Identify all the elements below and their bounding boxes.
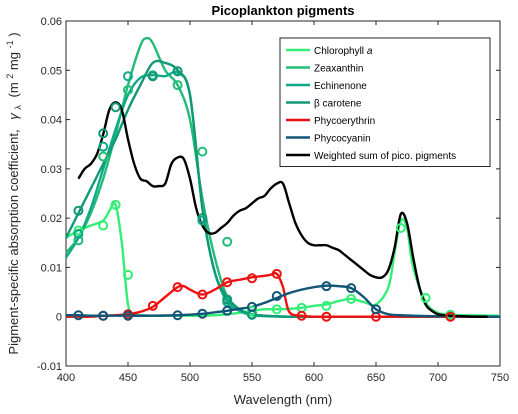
- legend-entry: Phycoerythrin: [286, 116, 375, 127]
- series-marker: [271, 304, 282, 315]
- y-axis-title-unit-exp1: 2: [5, 74, 15, 79]
- series-marker: [197, 213, 208, 224]
- series-marker: [172, 66, 183, 77]
- series-marker: [73, 235, 84, 246]
- series-marker: [98, 141, 109, 152]
- series-marker: [110, 199, 121, 210]
- series-line: [77, 101, 488, 318]
- y-axis-title-unit-exp2: -1: [5, 40, 15, 48]
- y-axis-title: Pigment-specific absorption coefficient,…: [1, 32, 24, 354]
- y-tick-label: 0.04: [41, 115, 62, 127]
- series-marker: [346, 283, 357, 294]
- series-marker: [98, 151, 109, 162]
- series-marker: [395, 223, 406, 233]
- series-marker: [420, 292, 431, 303]
- legend-label: Chlorophyll a: [314, 46, 373, 57]
- x-tick-label: 700: [429, 372, 447, 384]
- x-tick-label: 450: [119, 372, 137, 384]
- series-marker: [110, 102, 121, 113]
- series-marker: [172, 282, 183, 293]
- series-marker: [98, 220, 109, 231]
- series-marker: [321, 300, 332, 311]
- series-marker: [147, 300, 158, 311]
- y-axis-title-symbol: γ: [6, 112, 21, 120]
- legend-label: β carotene: [314, 99, 362, 110]
- series-marker: [73, 205, 84, 216]
- series-lines: [64, 36, 501, 318]
- legend-entry: Weighted sum of pico. pigments: [286, 151, 456, 162]
- legend-label: Echinenone: [314, 81, 367, 92]
- series-line: [65, 284, 501, 318]
- y-axis-ticks: -0.01 0 0.01 0.02 0.03 0.04 0.05 0.06: [37, 16, 500, 373]
- series-marker: [123, 310, 133, 321]
- series-marker: [147, 71, 158, 82]
- series-marker: [172, 310, 183, 321]
- y-tick-label: 0.02: [41, 213, 62, 225]
- y-tick-label: 0.01: [41, 262, 62, 274]
- series-marker: [222, 294, 233, 305]
- x-tick-label: 500: [181, 372, 199, 384]
- series-marker: [123, 71, 133, 82]
- chart-title: Picoplankton pigments: [211, 3, 354, 18]
- series-marker: [73, 225, 84, 236]
- x-tick-label: 550: [243, 372, 261, 384]
- series-marker: [247, 305, 257, 316]
- legend-entry: β carotene: [286, 99, 362, 110]
- y-axis-title-main: Pigment-specific absorption coefficient,: [6, 129, 21, 354]
- series-marker: [197, 289, 208, 300]
- y-axis-title-unit: (m: [6, 82, 21, 97]
- y-tick-label: 0.06: [41, 16, 62, 28]
- legend-entry: Phycocyanin: [286, 134, 371, 145]
- series-marker: [371, 304, 381, 315]
- y-tick-label: -0.01: [37, 361, 62, 373]
- series-marker: [98, 128, 109, 139]
- series-marker: [222, 305, 233, 316]
- y-axis-title-unit-end: ): [6, 32, 21, 36]
- legend-entry: Chlorophyll a: [286, 46, 373, 57]
- series-marker: [123, 269, 133, 280]
- series-marker: [247, 301, 257, 312]
- y-axis-title-subscript: λ: [13, 105, 23, 110]
- series-marker: [321, 311, 332, 322]
- legend-entries: Chlorophyll a Zeaxanthin Echinenone β carot…: [286, 46, 456, 162]
- series-marker: [98, 310, 109, 321]
- series-marker: [73, 310, 84, 321]
- legend-box: [279, 37, 491, 167]
- x-tick-label: 600: [305, 372, 323, 384]
- series-marker: [296, 310, 307, 321]
- series-marker: [197, 146, 208, 157]
- x-axis-ticks: 400 450 500 550 600 650 700 750: [57, 21, 509, 384]
- series-marker: [346, 293, 357, 304]
- series-marker: [271, 291, 282, 302]
- x-tick-label: 750: [491, 372, 509, 384]
- x-tick-label: 650: [367, 372, 385, 384]
- series-marker: [172, 80, 183, 91]
- series-marker: [247, 273, 257, 284]
- x-axis-title: Wavelength (nm): [234, 392, 333, 407]
- series-marker: [445, 311, 456, 322]
- legend: Chlorophyll a Zeaxanthin Echinenone β carot…: [279, 37, 491, 167]
- series-marker: [222, 277, 233, 288]
- legend-label: Weighted sum of pico. pigments: [314, 151, 456, 162]
- series-marker: [222, 236, 233, 247]
- x-tick-label: 400: [57, 372, 75, 384]
- y-tick-label: 0: [56, 312, 62, 324]
- series-marker: [197, 308, 208, 319]
- series-marker: [321, 281, 332, 292]
- y-axis-title-unit-mid: mg: [6, 52, 21, 70]
- legend-entry: Zeaxanthin: [286, 64, 363, 75]
- legend-label: Phycocyanin: [314, 134, 371, 145]
- legend-label: Phycoerythrin: [314, 116, 375, 127]
- series-markers: [73, 66, 456, 322]
- series-marker: [123, 85, 133, 95]
- y-tick-label: 0.05: [41, 65, 62, 77]
- legend-label: Zeaxanthin: [314, 64, 363, 75]
- series-marker: [73, 228, 84, 239]
- legend-entry: Echinenone: [286, 81, 367, 92]
- series-marker: [271, 268, 282, 279]
- series-line: [65, 201, 501, 317]
- y-tick-label: 0.03: [41, 164, 62, 176]
